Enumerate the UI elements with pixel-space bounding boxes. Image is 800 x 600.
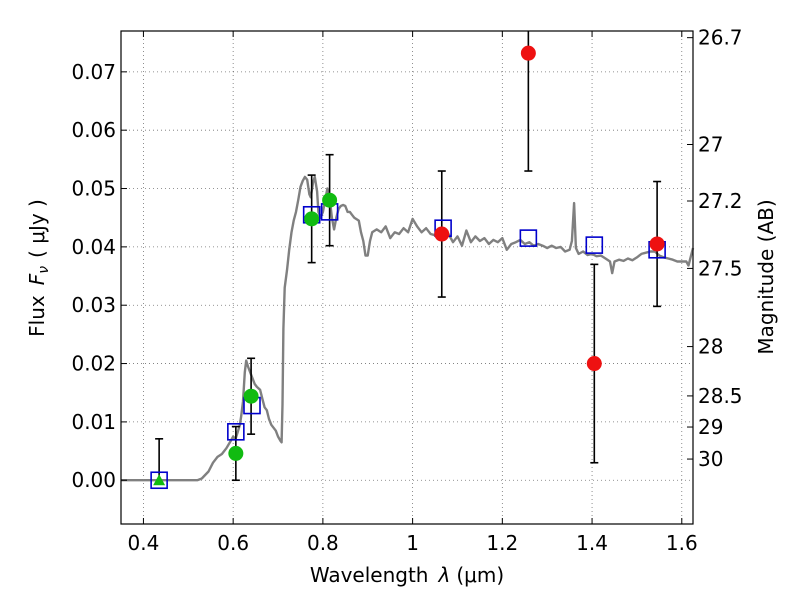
y-tick-label: 0.07 bbox=[71, 60, 116, 84]
red-data-point bbox=[520, 45, 536, 61]
magnitude-tick-label: 26.7 bbox=[698, 26, 743, 50]
magnitude-tick-label: 27.2 bbox=[698, 189, 743, 213]
red-data-point bbox=[586, 356, 602, 372]
y-axis-label: FluxFν( μJy ) bbox=[25, 199, 52, 337]
y-tick-label: 0.01 bbox=[71, 410, 116, 434]
plot-frame bbox=[120, 30, 694, 525]
red-data-point bbox=[649, 236, 665, 252]
x-tick-label: 0.4 bbox=[128, 531, 160, 555]
green-data-point bbox=[243, 388, 259, 404]
errorbar-layer bbox=[155, 31, 662, 482]
red-data-point bbox=[434, 226, 450, 242]
model-layer bbox=[121, 175, 695, 482]
x-axis-label: Wavelength λ (μm) bbox=[310, 563, 504, 587]
y-tick-label: 0.06 bbox=[71, 118, 116, 142]
y-tick-label: 0.03 bbox=[71, 293, 116, 317]
magnitude-tick-label: 28.5 bbox=[698, 384, 743, 408]
tick-layer: 0.4 0.6 0.8 1 1.2 1.4 1.6 0.00 0.01 0.02 0.03 0.04 0… bbox=[71, 26, 742, 555]
model-photometry-box bbox=[150, 471, 168, 490]
magnitude-tick-label: 27.5 bbox=[698, 256, 743, 280]
magnitude-tick-label: 27 bbox=[698, 133, 723, 157]
green-data-point bbox=[228, 445, 244, 461]
y-tick-label: 0.05 bbox=[71, 177, 116, 201]
magnitude-tick-label: 28 bbox=[698, 335, 723, 359]
x-tick-label: 1.2 bbox=[486, 531, 518, 555]
model-photometry-box bbox=[519, 229, 538, 247]
photometry-point-layer bbox=[153, 45, 665, 486]
x-tick-label: 1 bbox=[406, 531, 419, 555]
x-tick-label: 1.6 bbox=[666, 531, 698, 555]
y-tick-label: 0.02 bbox=[71, 352, 116, 376]
grid-layer bbox=[121, 31, 693, 524]
magnitude-tick-label: 29 bbox=[698, 415, 723, 439]
magnitude-axis-label: Magnitude (AB) bbox=[754, 199, 778, 354]
y-tick-label: 0.00 bbox=[71, 468, 116, 492]
green-data-point bbox=[304, 211, 320, 227]
model-box-layer bbox=[150, 203, 666, 490]
x-tick-label: 0.8 bbox=[307, 531, 339, 555]
x-tick-label: 1.4 bbox=[576, 531, 608, 555]
x-tick-label: 0.6 bbox=[217, 531, 249, 555]
y-tick-label: 0.04 bbox=[71, 235, 116, 259]
model-sed-line bbox=[121, 175, 695, 482]
upper-limit-triangle bbox=[153, 474, 166, 486]
model-photometry-box bbox=[585, 236, 604, 254]
magnitude-tick-label: 30 bbox=[698, 447, 723, 471]
green-data-point bbox=[322, 192, 338, 208]
model-photometry-box bbox=[227, 423, 245, 441]
